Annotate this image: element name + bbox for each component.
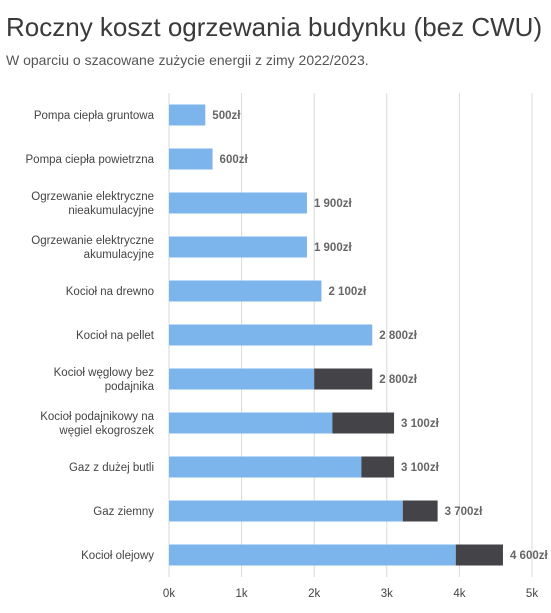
data-label: 4 600zł — [510, 550, 549, 562]
category-label: Kocioł olejowy — [81, 550, 154, 562]
data-label: 3 700zł — [445, 506, 484, 518]
data-label: 600zł — [220, 154, 249, 166]
bar — [402, 500, 438, 522]
bar — [169, 148, 213, 170]
data-label: 2 100zł — [328, 286, 367, 298]
data-label: 500zł — [212, 110, 241, 122]
data-label: 2 800zł — [379, 374, 418, 386]
bar — [314, 368, 373, 390]
category-label: Kocioł na pellet — [76, 330, 155, 342]
data-label: 1 900zł — [314, 242, 353, 254]
x-tick-label: 0k — [163, 588, 175, 600]
bar — [169, 544, 456, 566]
chart-title: Roczny koszt ogrzewania budynku (bez CWU… — [6, 12, 543, 42]
data-label: 2 800zł — [379, 330, 418, 342]
data-label: 3 100zł — [401, 462, 440, 474]
bar — [169, 368, 315, 390]
x-tick-label: 5k — [526, 588, 538, 600]
category-label: Pompa ciepła powietrzna — [26, 154, 155, 166]
category-label: Kocioł węglowy bez podajnika — [54, 367, 155, 393]
category-label: Ogrzewanie elektryczne akumulacyjne — [31, 235, 154, 261]
bar — [169, 500, 403, 522]
bar — [332, 412, 395, 434]
chart-subtitle: W oparciu o szacowane zużycie energii z … — [6, 52, 369, 68]
data-label: 3 100zł — [401, 418, 440, 430]
category-label: Pompa ciepła gruntowa — [34, 110, 155, 122]
category-label: Ogrzewanie elektryczne nieakumulacyjne — [31, 191, 154, 217]
x-tick-label: 2k — [308, 588, 320, 600]
data-label: 1 900zł — [314, 198, 353, 210]
category-label: Kocioł podajnikowy na węgiel ekogroszek — [40, 411, 154, 437]
category-label: Kocioł na drewno — [66, 286, 154, 298]
x-tick-label: 1k — [236, 588, 248, 600]
category-label: Gaz ziemny — [93, 506, 154, 518]
bar — [169, 192, 307, 214]
x-tick-label: 3k — [381, 588, 393, 600]
bar — [169, 236, 307, 258]
bar — [169, 280, 322, 302]
x-tick-label: 4k — [453, 588, 465, 600]
bar — [169, 104, 206, 126]
bar — [169, 456, 362, 478]
category-label: Gaz z dużej butli — [69, 462, 154, 474]
bar — [169, 412, 333, 434]
bar — [455, 544, 503, 566]
bar — [361, 456, 395, 478]
bar — [169, 324, 373, 346]
